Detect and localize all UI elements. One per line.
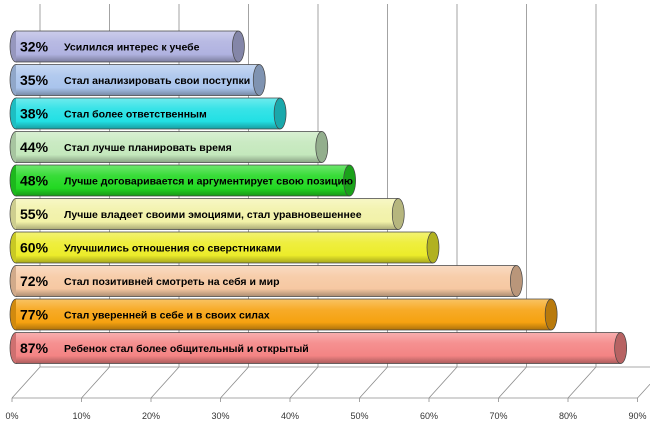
bar-body <box>16 64 260 96</box>
bar-category-label: Стал позитивней смотреть на себя и мир <box>64 276 279 288</box>
bar-category-label: Стал более ответственным <box>64 109 207 121</box>
bar-category-label: Стал лучше планировать время <box>64 142 232 154</box>
floor-line <box>220 366 249 399</box>
x-tick-label: 50% <box>350 411 368 421</box>
bar: 44% Стал лучше планировать время <box>9 131 329 163</box>
bar-value-label: 72% <box>20 273 49 289</box>
bar: 60% Улучшились отношения со сверстниками <box>9 231 440 264</box>
floor-line <box>150 366 180 399</box>
bar: 32% Усилился интерес к учебе <box>9 30 245 63</box>
bar-body <box>16 332 621 364</box>
bar-body <box>16 31 239 62</box>
x-tick-label: 40% <box>281 411 299 421</box>
bar-body <box>16 131 322 163</box>
bar-value-label: 35% <box>20 72 49 88</box>
bar-value-label: 77% <box>20 307 49 323</box>
bar-right-cap <box>252 64 266 96</box>
bar-value-label: 55% <box>20 206 49 222</box>
bars: 32% Усилился интерес к учебе 35% Стал анали… <box>9 30 628 364</box>
bar: 77% Стал уверенней в себе и в своих силах <box>9 298 558 331</box>
bar-value-label: 38% <box>20 106 49 122</box>
bar-body <box>16 98 281 129</box>
bar-right-cap <box>273 97 287 130</box>
bar-body <box>16 299 552 330</box>
x-axis: 0% 10% 20% 30% 40% 50% 60% 70% 80% 90% <box>5 398 647 421</box>
bar-body <box>16 265 517 297</box>
bar-right-cap <box>232 30 245 63</box>
x-tick-label: 0% <box>5 411 18 421</box>
bar-right-cap <box>315 131 329 163</box>
bar-right-cap <box>343 164 356 197</box>
bar-right-cap <box>614 332 628 364</box>
x-tick-label: 90% <box>628 411 646 421</box>
x-tick-label: 10% <box>72 411 90 421</box>
bar-body <box>16 198 399 230</box>
floor-line <box>81 366 110 399</box>
bar-right-cap <box>544 298 558 331</box>
bar-category-label: Лучше владеет своими эмоциями, стал урав… <box>64 209 362 221</box>
bar: 55% Лучше владеет своими эмоциями, стал у… <box>9 198 405 230</box>
bar-value-label: 44% <box>20 139 49 155</box>
x-tick-label: 70% <box>489 411 507 421</box>
x-tick-label: 80% <box>559 411 577 421</box>
bar: 48% Лучше договаривается и аргументирует … <box>9 164 356 197</box>
bar-value-label: 48% <box>20 173 49 189</box>
floor-line <box>637 383 650 399</box>
bar-category-label: Лучше договаривается и аргументирует сво… <box>64 176 353 188</box>
bar-body <box>16 165 350 196</box>
x-tick-label: 30% <box>211 411 229 421</box>
bar-category-label: Усилился интерес к учебе <box>64 42 200 54</box>
bar: 72% Стал позитивней смотреть на себя и ми… <box>9 265 523 297</box>
bar-value-label: 32% <box>20 39 49 55</box>
bar-category-label: Стал анализировать свои поступки <box>64 75 250 87</box>
floor-line <box>567 366 597 399</box>
floor-line <box>428 366 458 399</box>
bar: 35% Стал анализировать свои поступки <box>9 64 266 96</box>
floor-line <box>359 366 388 399</box>
floor-line <box>11 366 41 399</box>
bar-category-label: Ребенок стал более общительный и открыты… <box>64 343 309 355</box>
bar-value-label: 87% <box>20 340 49 356</box>
floor-line <box>498 366 527 399</box>
bar: 87% Ребенок стал более общительный и откр… <box>9 332 628 364</box>
x-tick-label: 20% <box>142 411 160 421</box>
bar-category-label: Улучшились отношения со сверстниками <box>64 243 281 255</box>
x-tick-label: 60% <box>420 411 438 421</box>
bar-right-cap <box>426 231 440 264</box>
bar-value-label: 60% <box>20 240 49 256</box>
bar-body <box>16 232 433 263</box>
bar-right-cap <box>391 198 405 230</box>
floor-line <box>289 366 319 399</box>
bar-right-cap <box>510 265 523 297</box>
bar: 38% Стал более ответственным <box>9 97 287 130</box>
bar-category-label: Стал уверенней в себе и в своих силах <box>64 310 270 322</box>
